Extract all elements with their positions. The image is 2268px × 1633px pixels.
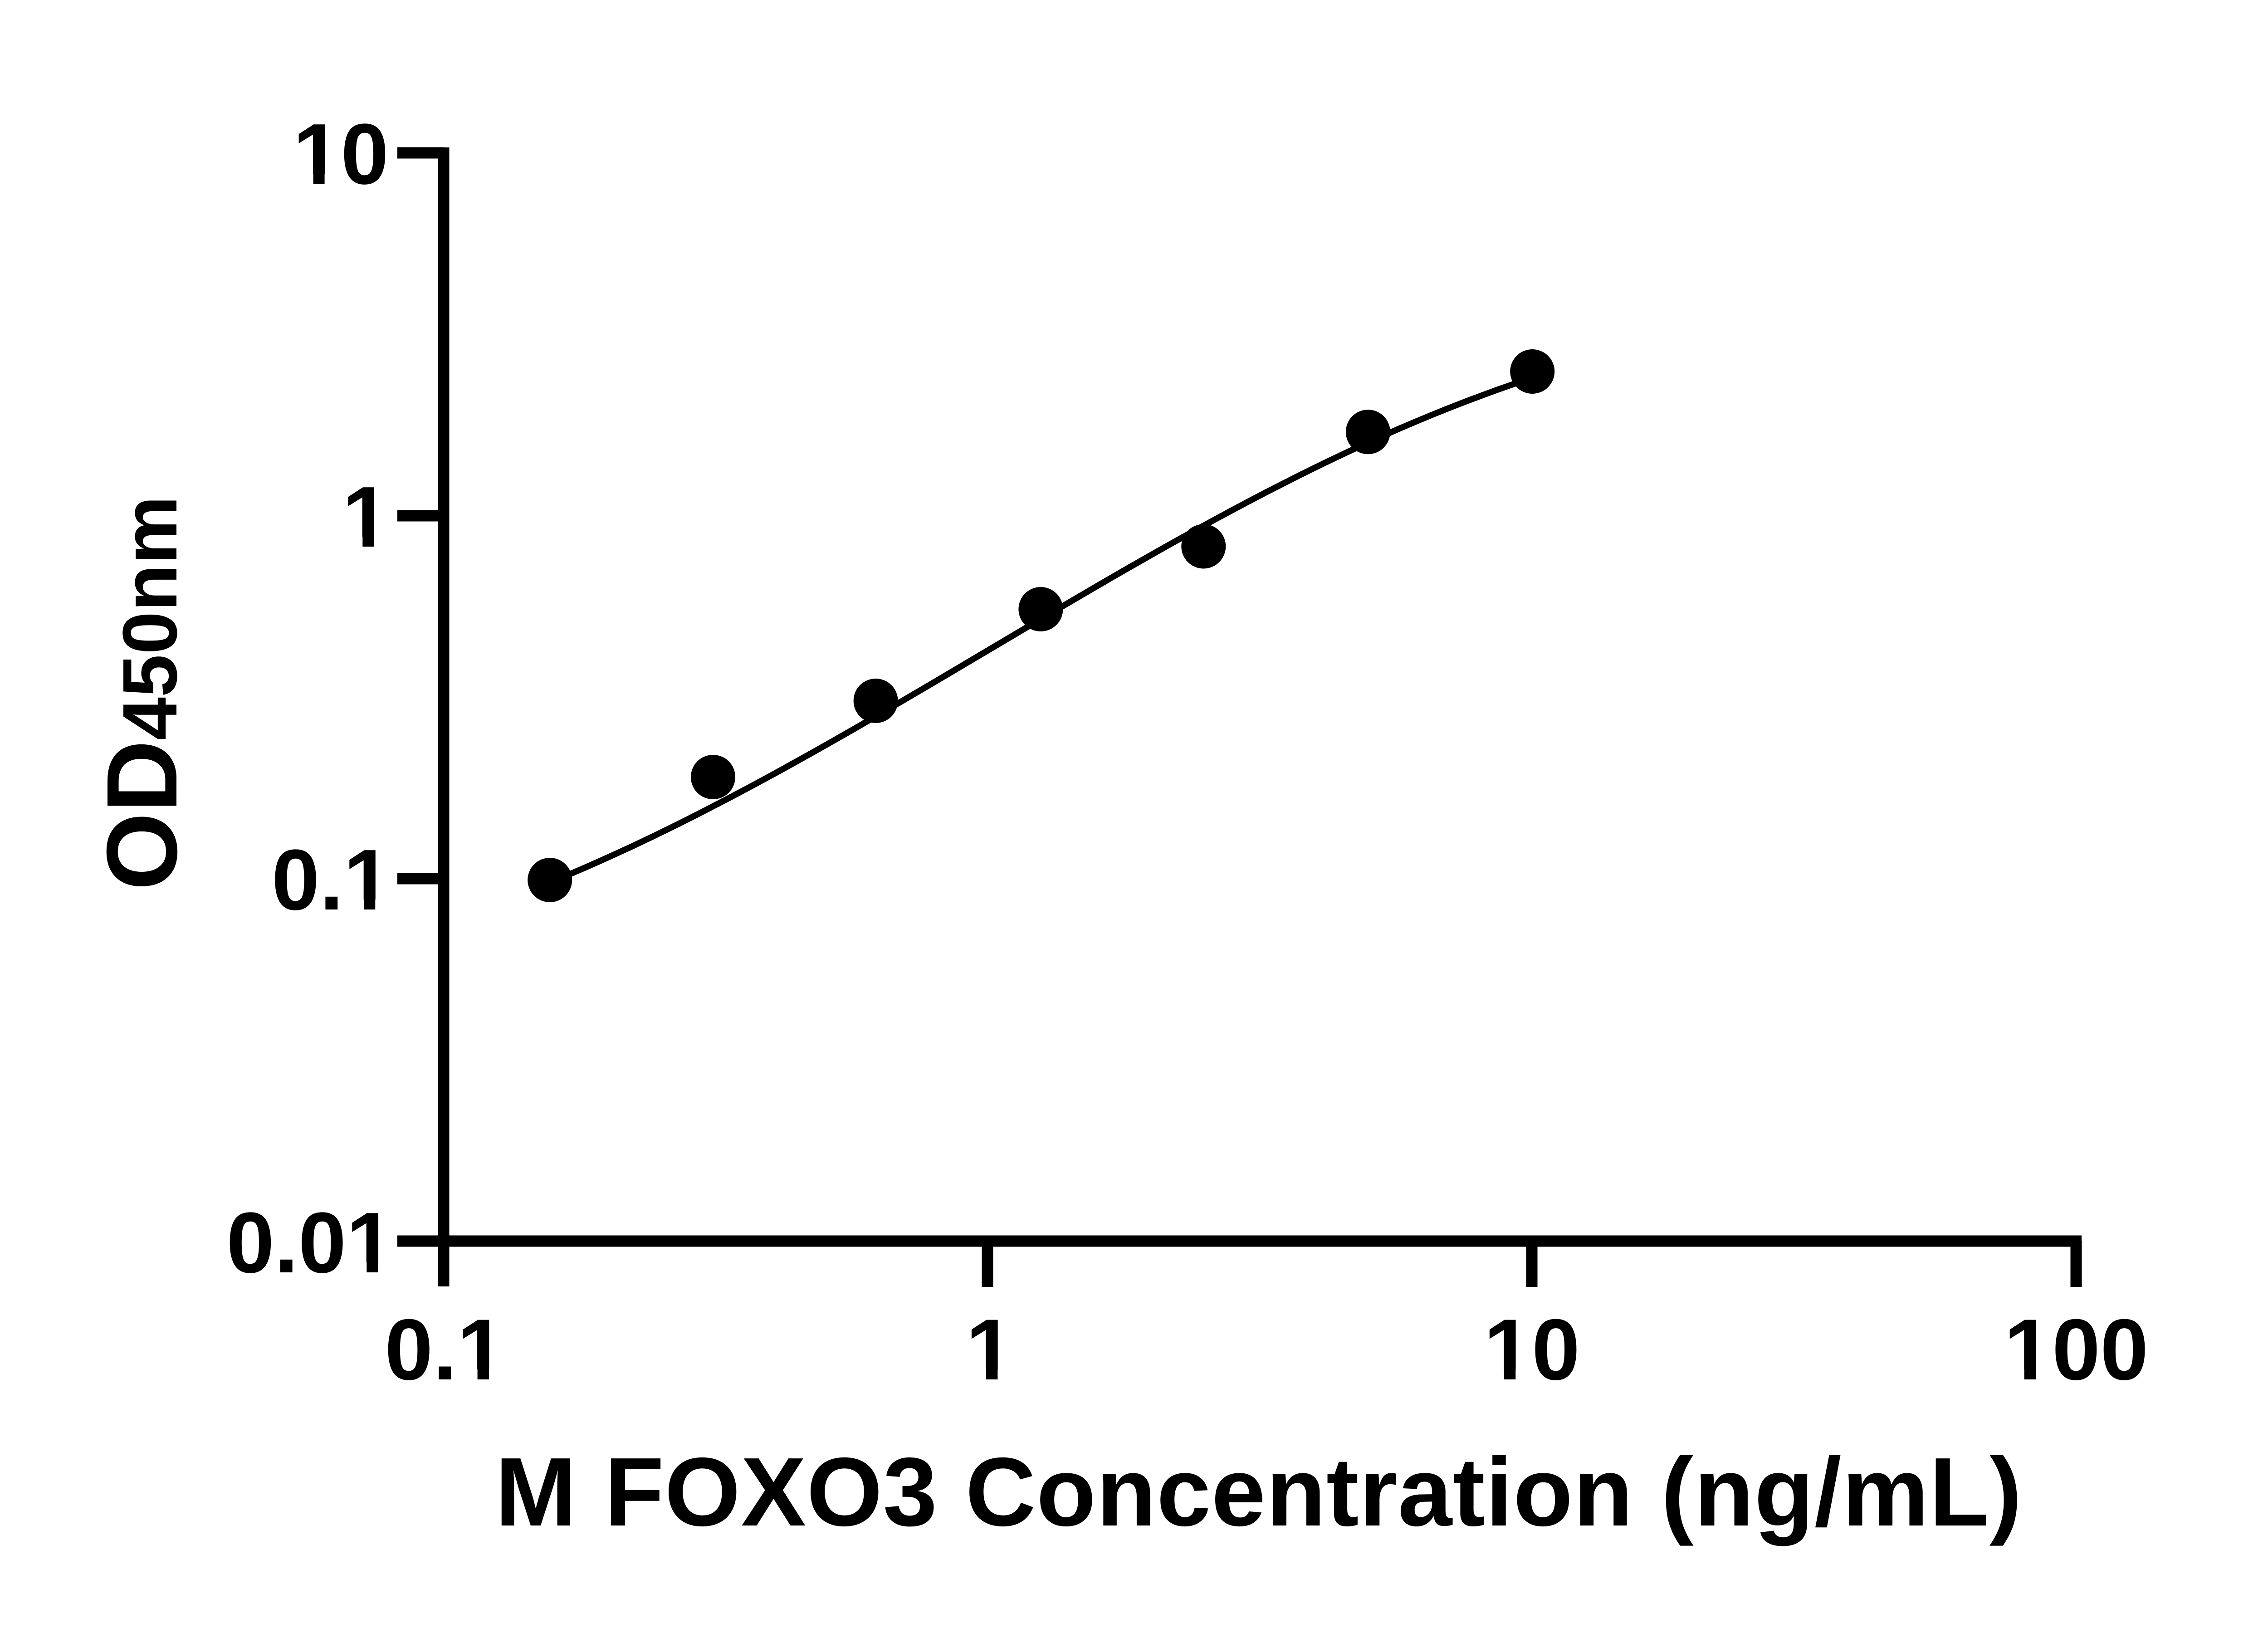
svg-text:1: 1 <box>342 469 390 565</box>
svg-text:100: 100 <box>2004 1301 2149 1398</box>
svg-text:1: 1 <box>966 1301 1014 1398</box>
svg-text:0.01: 0.01 <box>226 1195 394 1291</box>
svg-text:10: 10 <box>1484 1301 1580 1398</box>
svg-text:OD450nm: OD450nm <box>86 496 198 890</box>
svg-text:0.1: 0.1 <box>272 832 391 928</box>
svg-text:0.1: 0.1 <box>385 1301 505 1398</box>
svg-text:10: 10 <box>293 106 389 202</box>
svg-text:M FOXO3 Concentration (ng/mL): M FOXO3 Concentration (ng/mL) <box>495 1437 2022 1546</box>
